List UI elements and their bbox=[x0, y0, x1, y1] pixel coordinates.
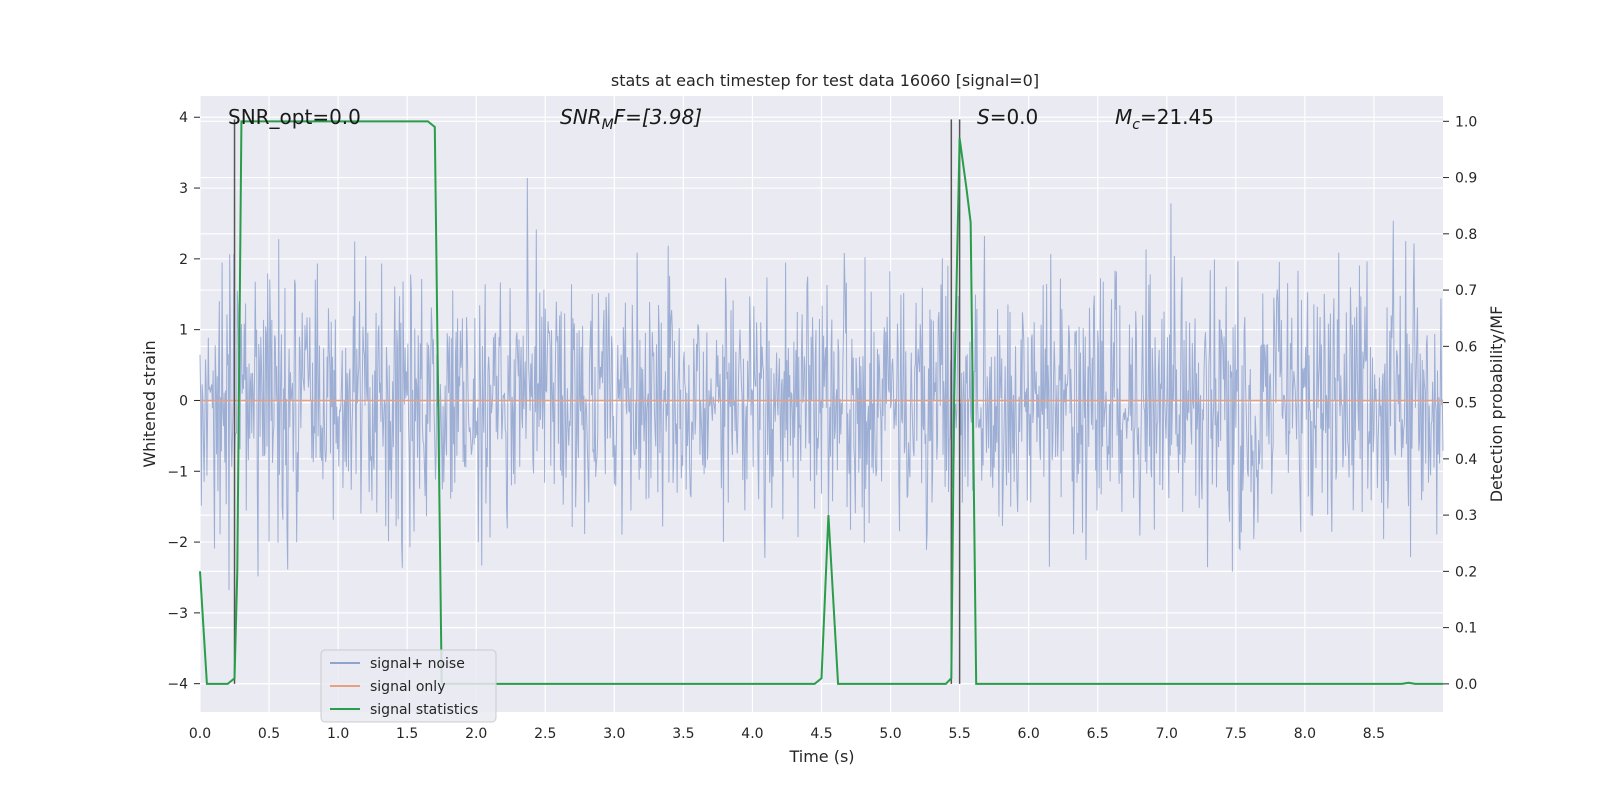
legend-label-signal-noise: signal+ noise bbox=[370, 656, 465, 672]
annotation-mc-main: M bbox=[1115, 105, 1132, 129]
x-tick-label-16: 8.0 bbox=[1294, 726, 1316, 742]
y-left-tick-label-5: −1 bbox=[167, 464, 188, 480]
annotation-mc-rest: =21.45 bbox=[1140, 105, 1214, 129]
x-tick-label-13: 6.5 bbox=[1087, 726, 1109, 742]
series-signal-statistics-line bbox=[199, 120, 1443, 685]
x-tick-label-15: 7.5 bbox=[1225, 726, 1247, 742]
y-left-tick-label-0: 4 bbox=[179, 110, 188, 126]
annotation-snr-mf-sub: M bbox=[602, 117, 614, 133]
y-right-tick-label-8: 0.2 bbox=[1455, 564, 1477, 580]
y-right-tick-label-1: 0.9 bbox=[1455, 171, 1477, 187]
x-tick-label-10: 5.0 bbox=[879, 726, 901, 742]
x-tick-label-9: 4.5 bbox=[810, 726, 832, 742]
y-left-tick-label-8: −4 bbox=[167, 677, 188, 693]
y-left-axis-ticks: 4 3 2 1 0 −1 −2 −3 −4 bbox=[167, 110, 200, 693]
annotation-snr-mf: SNRMF=[3.98] bbox=[560, 105, 702, 133]
x-axis-ticks: 0.0 0.5 1.0 1.5 2.0 2.5 3.0 3.5 4.0 4.5 5.0 5.5 6.0 6… bbox=[189, 726, 1385, 742]
annotation-snr-mf-main: SNR bbox=[560, 105, 602, 129]
y-left-tick-label-4: 0 bbox=[179, 393, 188, 409]
y-right-tick-label-4: 0.6 bbox=[1455, 339, 1477, 355]
y-right-tick-label-9: 0.1 bbox=[1455, 621, 1477, 637]
y-right-axis-label: Detection probability/MF bbox=[1487, 306, 1506, 503]
y-right-tick-label-0: 1.0 bbox=[1455, 114, 1477, 130]
annotation-mc-sub: c bbox=[1132, 117, 1140, 133]
y-left-axis-label: Whitened strain bbox=[140, 340, 159, 467]
x-tick-label-8: 4.0 bbox=[741, 726, 763, 742]
series-signal-noise-line bbox=[199, 177, 1444, 591]
signal-statistics-series bbox=[199, 120, 1443, 685]
annotation-snr-opt: SNR_opt=0.0 bbox=[228, 105, 361, 129]
y-right-tick-label-2: 0.8 bbox=[1455, 227, 1477, 243]
y-right-tick-label-3: 0.7 bbox=[1455, 283, 1477, 299]
y-right-axis-ticks: 1.0 0.9 0.8 0.7 0.6 0.5 0.4 0.3 0.2 0.1 0.0 bbox=[1443, 114, 1477, 693]
y-right-tick-label-10: 0.0 bbox=[1455, 677, 1477, 693]
x-tick-label-12: 6.0 bbox=[1018, 726, 1040, 742]
y-right-tick-label-7: 0.3 bbox=[1455, 508, 1477, 524]
x-axis-label: Time (s) bbox=[788, 747, 854, 766]
annotation-s-main: S bbox=[977, 105, 990, 129]
y-left-tick-label-6: −2 bbox=[167, 535, 188, 551]
x-tick-label-2: 1.0 bbox=[327, 726, 349, 742]
chart-title: stats at each timestep for test data 160… bbox=[611, 71, 1039, 90]
y-left-tick-label-7: −3 bbox=[167, 606, 188, 622]
x-tick-label-6: 3.0 bbox=[603, 726, 625, 742]
x-tick-label-17: 8.5 bbox=[1363, 726, 1385, 742]
legend: signal+ noise signal only signal statist… bbox=[320, 649, 497, 723]
y-left-tick-label-1: 3 bbox=[179, 181, 188, 197]
y-left-tick-label-2: 2 bbox=[179, 252, 188, 268]
legend-box bbox=[320, 649, 497, 723]
annotation-mc: Mc=21.45 bbox=[1115, 105, 1214, 133]
legend-label-signal-statistics: signal statistics bbox=[370, 702, 478, 718]
y-right-tick-label-5: 0.5 bbox=[1455, 396, 1477, 412]
annotation-s: S=0.0 bbox=[977, 105, 1038, 129]
legend-label-signal-only: signal only bbox=[370, 679, 445, 695]
x-tick-label-11: 5.5 bbox=[948, 726, 970, 742]
annotation-s-rest: =0.0 bbox=[990, 105, 1039, 129]
y-left-tick-label-3: 1 bbox=[179, 323, 188, 339]
x-tick-label-4: 2.0 bbox=[465, 726, 487, 742]
x-tick-label-3: 1.5 bbox=[396, 726, 418, 742]
x-tick-label-7: 3.5 bbox=[672, 726, 694, 742]
y-right-tick-label-6: 0.4 bbox=[1455, 452, 1477, 468]
x-tick-label-0: 0.0 bbox=[189, 726, 211, 742]
signal-noise-series bbox=[199, 177, 1444, 591]
x-tick-label-5: 2.5 bbox=[534, 726, 556, 742]
x-tick-label-1: 0.5 bbox=[258, 726, 280, 742]
x-tick-label-14: 7.0 bbox=[1156, 726, 1178, 742]
annotation-snr-mf-rest: F=[3.98] bbox=[614, 105, 702, 129]
